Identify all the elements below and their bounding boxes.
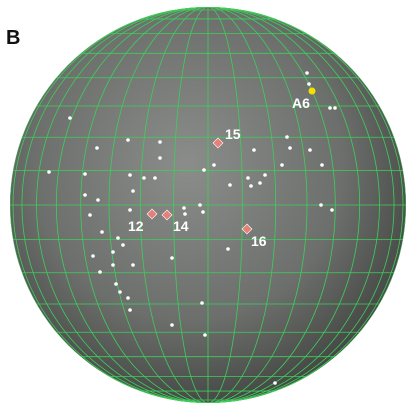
- site-dot: [280, 163, 284, 167]
- site-label: 16: [251, 233, 267, 249]
- site-dot: [307, 82, 311, 86]
- site-dot: [252, 148, 256, 152]
- site-dot: [258, 181, 262, 185]
- site-dot: [121, 243, 125, 247]
- site-marker: [212, 137, 224, 149]
- panel-label: B: [6, 27, 20, 49]
- site-dot: [83, 193, 87, 197]
- site-dot: [158, 140, 162, 144]
- site-dot: [47, 170, 51, 174]
- site-dot: [203, 333, 207, 337]
- site-label: 14: [173, 218, 189, 234]
- site-dot: [249, 184, 253, 188]
- site-dot: [328, 106, 332, 110]
- meridian: [21, 7, 395, 403]
- site-dot: [308, 148, 312, 152]
- site-dots: [47, 71, 337, 385]
- site-dot: [228, 183, 232, 187]
- site-marker: [241, 223, 253, 235]
- meridian: [36, 7, 380, 403]
- site-dot: [128, 208, 132, 212]
- site-dot: [131, 263, 135, 267]
- site-dot: [305, 71, 309, 75]
- site-dot: [263, 173, 267, 177]
- site-label: A6: [292, 95, 310, 111]
- site-label: 12: [128, 218, 144, 234]
- site-dot: [126, 296, 130, 300]
- site-dot: [288, 146, 292, 150]
- site-dot: [128, 308, 132, 312]
- site-dot: [183, 212, 187, 216]
- site-dot: [319, 203, 323, 207]
- site-dot: [201, 210, 205, 214]
- site-dot: [158, 156, 162, 160]
- site-dot: [96, 198, 100, 202]
- site-dot: [320, 163, 324, 167]
- site-dot: [68, 116, 72, 120]
- site-dot: [226, 247, 230, 251]
- site-dot: [153, 176, 157, 180]
- site-dot: [246, 176, 250, 180]
- site-marker: [308, 87, 316, 95]
- site-dot: [111, 250, 115, 254]
- meridian: [139, 7, 277, 403]
- site-dot: [126, 138, 130, 142]
- site-dot: [182, 206, 186, 210]
- meridian: [80, 7, 336, 403]
- site-dot: [114, 282, 118, 286]
- site-dot: [273, 381, 277, 385]
- graticule: [10, 7, 406, 403]
- site-dot: [116, 236, 120, 240]
- site-dot: [95, 146, 99, 150]
- meridian: [108, 7, 308, 403]
- site-dot: [91, 254, 95, 258]
- site-dot: [111, 263, 115, 267]
- site-dot: [170, 256, 174, 260]
- site-dot: [212, 163, 216, 167]
- site-dot: [131, 189, 135, 193]
- site-dot: [118, 290, 122, 294]
- meridian: [173, 7, 243, 403]
- site-dot: [142, 176, 146, 180]
- site-dot: [200, 301, 204, 305]
- meridian: [12, 7, 404, 403]
- site-dot: [98, 270, 102, 274]
- site-marker: [146, 208, 158, 220]
- site-dot: [88, 213, 92, 217]
- site-dot: [285, 135, 289, 139]
- site-dot: [202, 168, 206, 172]
- site-dot: [100, 230, 104, 234]
- meridian: [55, 7, 361, 403]
- site-dot: [198, 203, 202, 207]
- site-dot: [170, 323, 174, 327]
- site-dot: [330, 208, 334, 212]
- site-dot: [128, 173, 132, 177]
- site-dot: [83, 172, 87, 176]
- site-marker: [161, 209, 173, 221]
- site-dot: [333, 106, 337, 110]
- site-label: 15: [225, 126, 241, 142]
